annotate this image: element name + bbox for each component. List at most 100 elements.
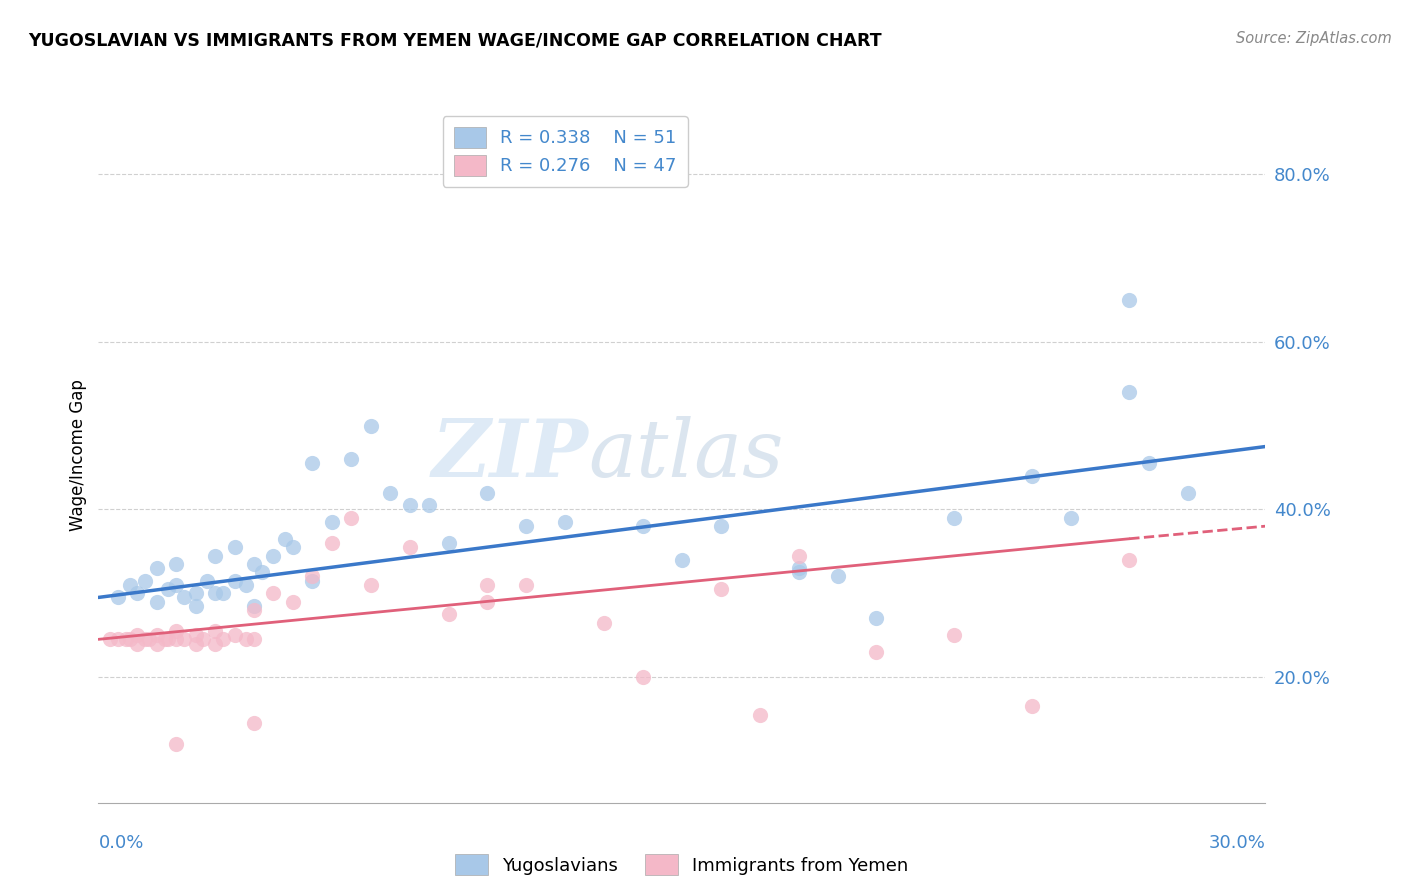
Point [593, 615, 616, 630]
Point [378, 485, 402, 500]
Point [146, 594, 169, 608]
Y-axis label: Wage/Income Gap: Wage/Income Gap [69, 379, 87, 531]
Point [157, 632, 180, 647]
Point [787, 566, 810, 580]
Point [146, 636, 169, 650]
Point [321, 515, 343, 529]
Point [301, 456, 323, 470]
Text: YUGOSLAVIAN VS IMMIGRANTS FROM YEMEN WAGE/INCOME GAP CORRELATION CHART: YUGOSLAVIAN VS IMMIGRANTS FROM YEMEN WAG… [28, 31, 882, 49]
Point [243, 557, 266, 571]
Point [212, 632, 235, 647]
Point [1177, 485, 1199, 500]
Point [631, 519, 654, 533]
Point [710, 582, 733, 596]
Point [204, 624, 226, 638]
Point [165, 557, 187, 571]
Point [437, 607, 460, 622]
Point [184, 599, 207, 613]
Point [184, 586, 207, 600]
Point [127, 628, 149, 642]
Point [301, 569, 323, 583]
Point [281, 540, 304, 554]
Point [138, 632, 160, 647]
Point [360, 578, 382, 592]
Text: 0.0%: 0.0% [98, 834, 143, 852]
Point [398, 540, 420, 554]
Point [418, 498, 440, 512]
Point [224, 628, 246, 642]
Point [114, 632, 136, 647]
Point [173, 632, 195, 647]
Text: 30.0%: 30.0% [1209, 834, 1265, 852]
Point [243, 632, 266, 647]
Point [827, 569, 849, 583]
Point [477, 485, 499, 500]
Point [671, 552, 693, 566]
Point [262, 586, 284, 600]
Point [437, 536, 460, 550]
Point [184, 628, 207, 642]
Point [165, 624, 187, 638]
Point [1021, 468, 1043, 483]
Point [165, 578, 187, 592]
Point [204, 636, 226, 650]
Point [146, 561, 169, 575]
Legend: Yugoslavians, Immigrants from Yemen: Yugoslavians, Immigrants from Yemen [446, 846, 918, 884]
Point [1118, 552, 1140, 566]
Text: Source: ZipAtlas.com: Source: ZipAtlas.com [1236, 31, 1392, 46]
Text: atlas: atlas [589, 417, 785, 493]
Point [204, 549, 226, 563]
Point [515, 578, 537, 592]
Point [340, 452, 363, 467]
Point [1118, 385, 1140, 400]
Point [477, 594, 499, 608]
Point [1137, 456, 1160, 470]
Point [274, 532, 297, 546]
Point [127, 636, 149, 650]
Point [321, 536, 343, 550]
Point [146, 628, 169, 642]
Point [224, 574, 246, 588]
Point [107, 591, 129, 605]
Point [360, 418, 382, 433]
Point [153, 632, 176, 647]
Point [134, 574, 156, 588]
Point [157, 582, 180, 596]
Point [243, 716, 266, 731]
Point [250, 566, 273, 580]
Point [98, 632, 121, 647]
Point [165, 737, 187, 751]
Point [184, 636, 207, 650]
Point [173, 591, 195, 605]
Point [710, 519, 733, 533]
Point [1021, 699, 1043, 714]
Point [243, 603, 266, 617]
Point [243, 599, 266, 613]
Point [204, 586, 226, 600]
Point [118, 578, 141, 592]
Point [118, 632, 141, 647]
Point [195, 574, 218, 588]
Point [224, 540, 246, 554]
Point [127, 586, 149, 600]
Point [235, 578, 257, 592]
Point [554, 515, 576, 529]
Point [943, 510, 966, 524]
Point [398, 498, 420, 512]
Point [1060, 510, 1083, 524]
Point [943, 628, 966, 642]
Point [262, 549, 284, 563]
Text: ZIP: ZIP [432, 417, 589, 493]
Point [212, 586, 235, 600]
Point [301, 574, 323, 588]
Point [787, 561, 810, 575]
Point [281, 594, 304, 608]
Point [107, 632, 129, 647]
Point [134, 632, 156, 647]
Point [193, 632, 215, 647]
Point [235, 632, 257, 647]
Point [515, 519, 537, 533]
Point [165, 632, 187, 647]
Point [748, 707, 770, 722]
Point [1118, 293, 1140, 307]
